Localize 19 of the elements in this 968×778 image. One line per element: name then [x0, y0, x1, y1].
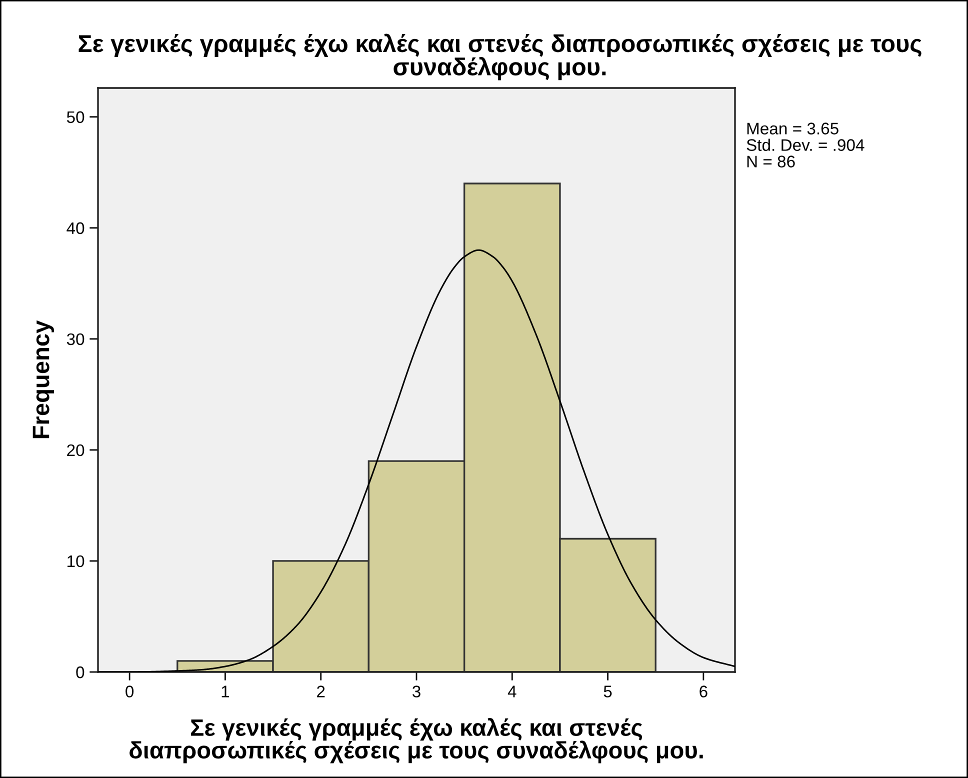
x-tick-label: 4 — [508, 686, 516, 698]
y-tick-label: 40 — [66, 222, 84, 234]
x-tick-label: 5 — [604, 686, 612, 698]
x-tick-label: 1 — [222, 686, 230, 698]
x-tick-label: 3 — [412, 686, 420, 698]
y-tick-label: 0 — [76, 666, 84, 678]
y-tick-label: 20 — [67, 444, 84, 456]
x-tick-label: 0 — [126, 686, 134, 698]
y-tick-label: 50 — [66, 111, 84, 124]
text: N = 86 — [747, 156, 795, 168]
x-tick-label: 2 — [317, 686, 325, 698]
x-tick-label: 6 — [700, 686, 708, 698]
text: Mean = 3.65 — [747, 122, 838, 134]
text: Std. Dev. = .904 — [746, 138, 864, 151]
y-axis-title: Frequency — [32, 320, 54, 438]
x-axis-title: Σε γενικές γραμμές έχω καλές και στενές διαπροσωπικές σχέσεις με τους συναδέλφους μου. — [130, 718, 703, 764]
y-tick-label: 10 — [68, 555, 84, 568]
chart-title: Σε γενικές γραμμές έχω καλές και στενές διαπροσωπικές σχέσεις με τους συναδέλφους μου. — [78, 34, 922, 80]
y-tick-label: 30 — [66, 333, 84, 346]
